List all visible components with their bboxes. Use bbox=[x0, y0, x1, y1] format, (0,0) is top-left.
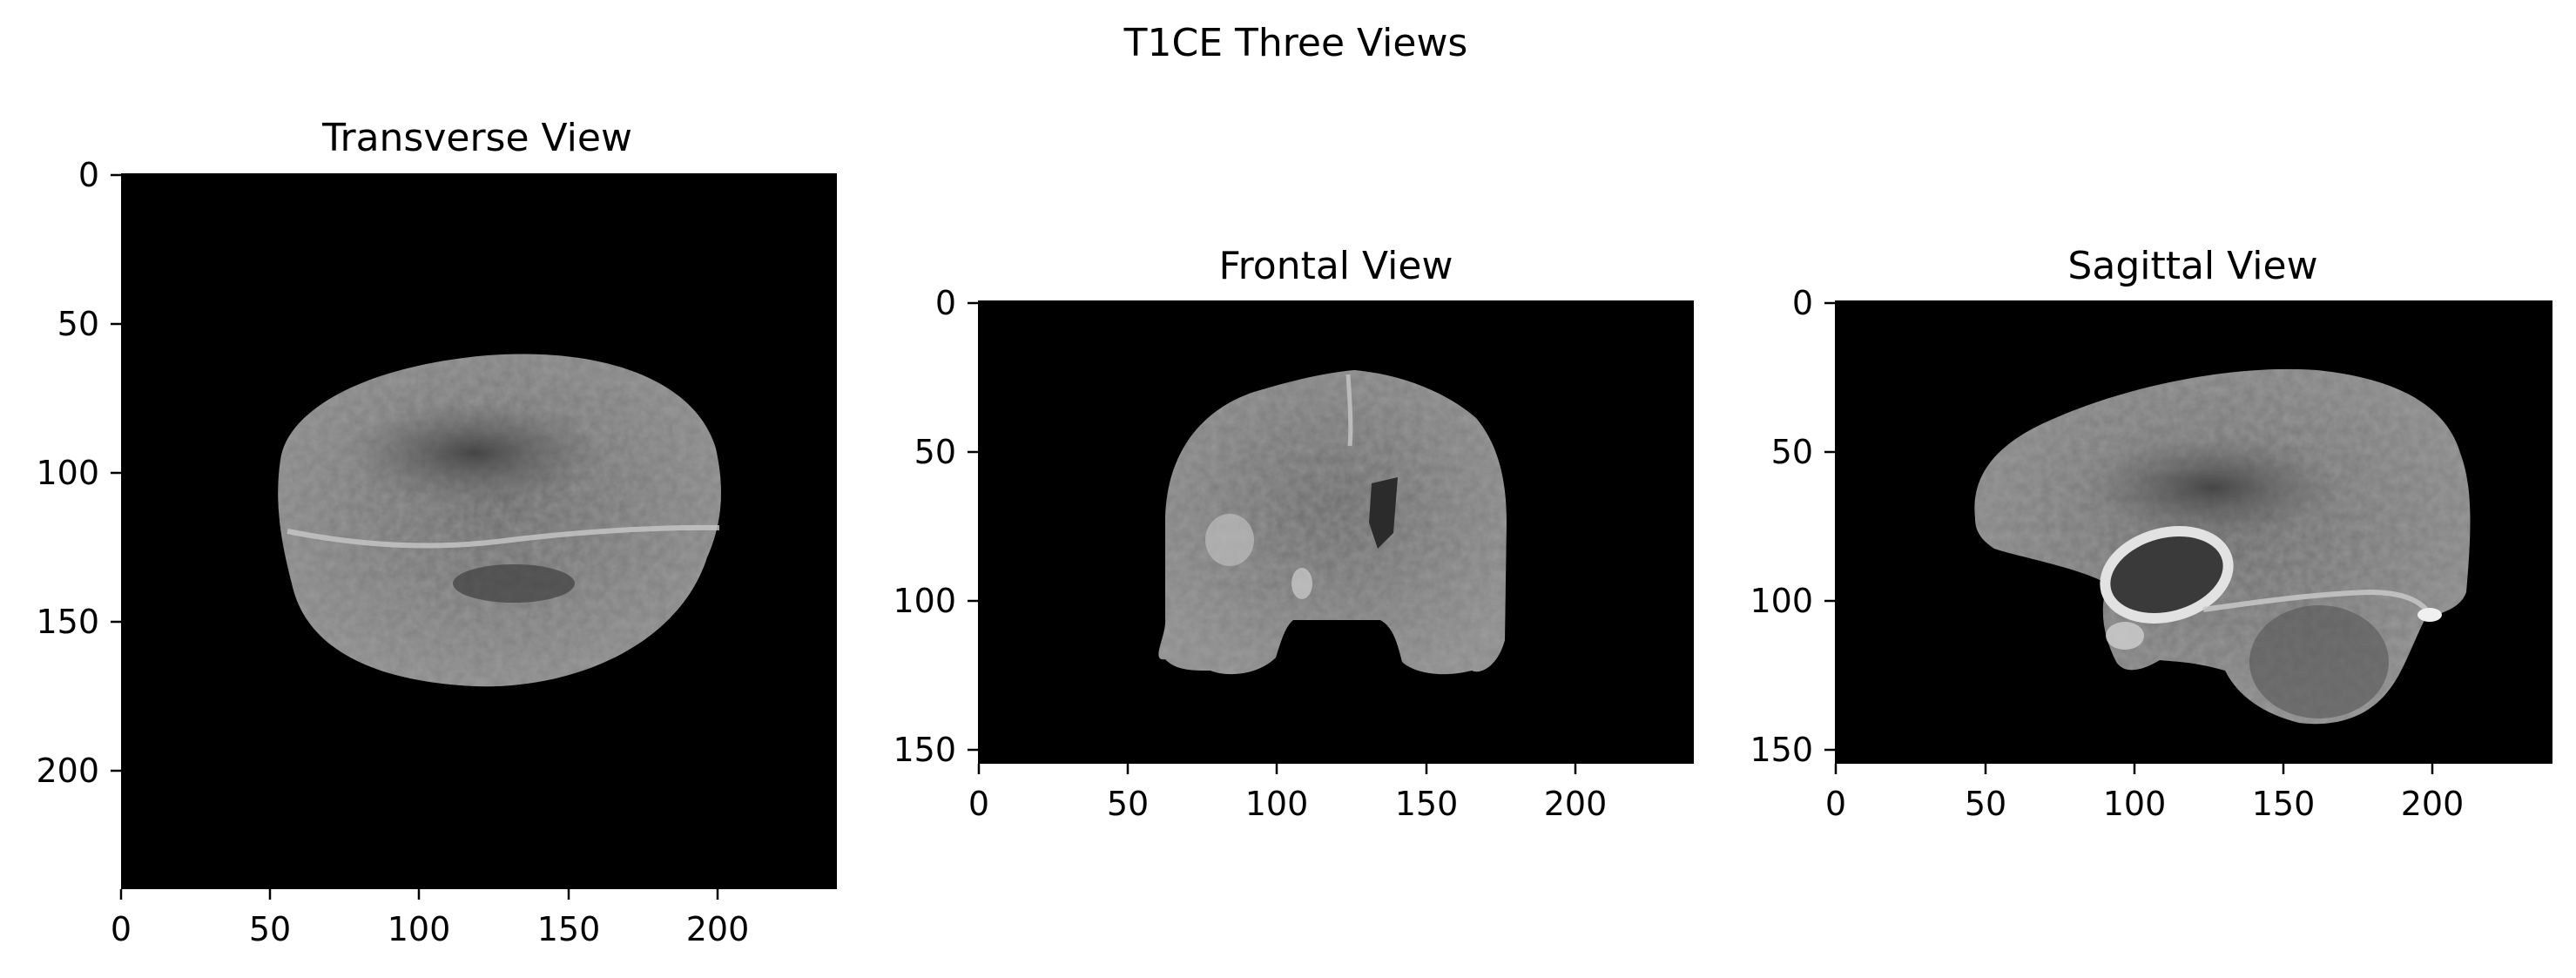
y-tick-label: 100 bbox=[36, 454, 99, 492]
y-tick-label: 0 bbox=[935, 284, 956, 322]
y-tick-label: 100 bbox=[1750, 582, 1813, 620]
x-tick-label: 100 bbox=[388, 910, 451, 948]
x-tick-label: 50 bbox=[1107, 785, 1149, 823]
x-axis-sagittal bbox=[1834, 764, 2434, 774]
y-tick-label: 150 bbox=[36, 603, 99, 641]
brain-slice-sagittal bbox=[1974, 368, 2471, 725]
x-tick-label: 0 bbox=[968, 785, 989, 823]
x-tick-label: 200 bbox=[686, 910, 750, 948]
panel-sagittal: Sagittal View 0 50 100 150 200 bbox=[1750, 244, 2552, 823]
panel-title-transverse: Transverse View bbox=[321, 116, 632, 160]
x-tick-label: 150 bbox=[1395, 785, 1459, 823]
y-tick-label: 0 bbox=[78, 156, 99, 194]
x-tick-label: 50 bbox=[249, 910, 291, 948]
panel-title-frontal: Frontal View bbox=[1219, 244, 1453, 288]
y-tick-label: 0 bbox=[1792, 284, 1813, 322]
y-tick-label: 100 bbox=[893, 582, 956, 620]
y-tick-label: 50 bbox=[914, 433, 956, 471]
y-axis-sagittal bbox=[1824, 301, 1835, 752]
y-axis-frontal bbox=[968, 301, 978, 752]
y-tick-label: 50 bbox=[1771, 433, 1813, 471]
x-tick-label: 0 bbox=[111, 910, 131, 948]
x-tick-label: 100 bbox=[1245, 785, 1309, 823]
brain-slice-transverse bbox=[278, 354, 721, 687]
y-axis-transverse bbox=[111, 173, 121, 772]
x-tick-label: 50 bbox=[1965, 785, 2006, 823]
x-axis-frontal bbox=[977, 764, 1577, 774]
x-tick-label: 200 bbox=[1544, 785, 1608, 823]
x-tick-label: 200 bbox=[2401, 785, 2465, 823]
y-tick-label: 150 bbox=[893, 731, 956, 769]
figure-title: T1CE Three Views bbox=[1123, 21, 1468, 65]
x-tick-label: 100 bbox=[2103, 785, 2167, 823]
panel-title-sagittal: Sagittal View bbox=[2067, 244, 2317, 288]
y-tick-label: 150 bbox=[1750, 731, 1813, 769]
x-tick-label: 0 bbox=[1825, 785, 1846, 823]
y-tick-label: 200 bbox=[36, 752, 99, 790]
panel-transverse: Transverse View 0 50 100 150 200 bbox=[36, 116, 837, 948]
x-tick-label: 150 bbox=[2252, 785, 2316, 823]
x-tick-label: 150 bbox=[537, 910, 601, 948]
panel-frontal: Frontal View 0 50 100 150 200 0 bbox=[893, 244, 1694, 823]
y-tick-label: 50 bbox=[57, 305, 99, 343]
brain-slice-frontal bbox=[1158, 370, 1507, 675]
lesion-ring bbox=[2100, 526, 2234, 624]
x-axis-transverse bbox=[119, 889, 719, 900]
